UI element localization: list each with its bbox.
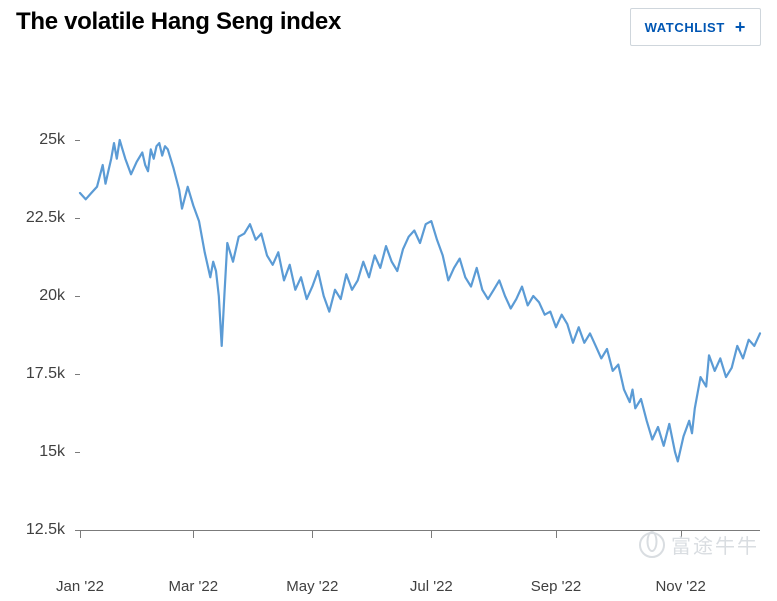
price-line: [80, 140, 760, 461]
x-tick-label: Sep '22: [531, 578, 581, 595]
chart-area: 25k 22.5k 20k 17.5k 15k 12.5k Jan '22 Mar '22 M…: [0, 50, 777, 601]
y-tick-label: 17.5k: [26, 365, 65, 383]
x-tick-label: Nov '22: [655, 578, 705, 595]
y-tick-label: 12.5k: [26, 521, 65, 539]
x-tick-label: May '22: [286, 578, 338, 595]
y-tick-label: 25k: [39, 131, 65, 149]
x-tick-label: Jul '22: [410, 578, 453, 595]
y-tick-label: 22.5k: [26, 209, 65, 227]
line-plot: [80, 50, 760, 540]
y-tick-label: 20k: [39, 287, 65, 305]
watchlist-button[interactable]: WATCHLIST +: [630, 8, 761, 46]
x-tick-label: Mar '22: [169, 578, 219, 595]
chart-header: The volatile Hang Seng index WATCHLIST +: [0, 0, 777, 46]
chart-title: The volatile Hang Seng index: [16, 8, 341, 36]
watchlist-label: WATCHLIST: [645, 20, 725, 35]
x-tick-label: Jan '22: [56, 578, 104, 595]
y-tick-label: 15k: [39, 443, 65, 461]
plus-icon: +: [735, 18, 746, 36]
